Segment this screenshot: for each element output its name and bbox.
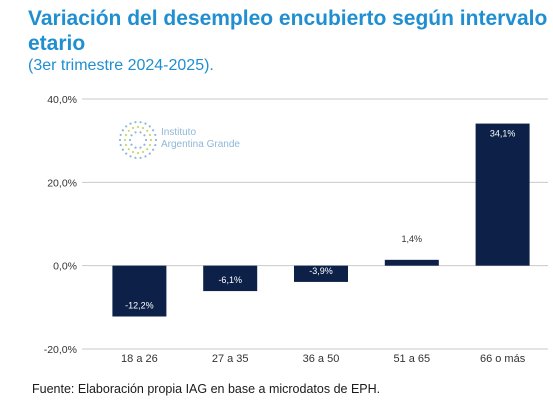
y-axis-tick-labels: -20,0% 0,0% 20,0% 40,0% (44, 94, 77, 356)
logo-dot (130, 143, 133, 146)
logo-dot (127, 148, 130, 151)
logo-dot (128, 138, 132, 142)
x-tick-label: 18 a 26 (121, 353, 158, 365)
logo-dot (124, 133, 128, 137)
logo-line-2: Argentina Grande (161, 139, 240, 150)
logo-dot (134, 121, 137, 124)
logo-dot (119, 143, 122, 147)
x-tick-label: 36 a 50 (303, 353, 340, 365)
logo-dot (121, 129, 124, 132)
logo-dot (148, 143, 152, 147)
logo-dot (148, 152, 151, 155)
bar (294, 265, 348, 282)
logo-dot (146, 148, 149, 151)
logo-dot (154, 143, 157, 147)
data-label: 1,4% (402, 234, 423, 244)
logo-dot (154, 138, 158, 142)
logo-dot (146, 129, 149, 132)
logo-dot (123, 138, 127, 142)
institute-logo-icon (118, 121, 158, 159)
bar-chart: -20,0% 0,0% 20,0% 40,0% -12,2% -6,1% -3,9% 1,4… (44, 94, 548, 365)
logo-dot (130, 134, 133, 137)
logo-dot (129, 155, 132, 158)
logo-dot (139, 146, 142, 149)
logo-dot (118, 138, 122, 142)
bar (475, 123, 530, 266)
logo-dot (125, 152, 128, 155)
data-label: -6,1% (218, 275, 242, 285)
x-axis-tick-labels: 18 a 26 27 a 35 36 a 50 51 a 65 66 o más (121, 353, 526, 365)
logo-dot (131, 126, 135, 130)
logo-dot (143, 134, 146, 137)
x-tick-label: 51 a 65 (393, 353, 430, 365)
logo-dot (134, 146, 137, 149)
source-note: Fuente: Elaboración propia IAG en base a… (32, 382, 381, 396)
logo-dot (139, 121, 142, 124)
logo-dot (134, 156, 137, 159)
logo-dot (139, 156, 142, 159)
chart-subtitle: (3er trimestre 2024-2025). (28, 57, 214, 74)
y-tick-label: 40,0% (47, 94, 77, 106)
logo-dot (152, 148, 155, 151)
logo-dot (144, 122, 147, 125)
logo-dot (129, 122, 132, 125)
logo-dot (124, 143, 128, 147)
x-tick-label: 66 o más (480, 353, 526, 365)
logo-dot (131, 150, 135, 154)
logo-dot (152, 129, 155, 132)
logo-dot (149, 138, 153, 142)
x-tick-label: 27 a 35 (212, 353, 249, 365)
logo-dot (119, 133, 122, 137)
bar (112, 265, 167, 317)
logo-dot (154, 133, 157, 137)
logo-dot (139, 131, 142, 134)
logo-dot (136, 151, 140, 155)
logo-dot (141, 126, 145, 130)
chart-title: Variación del desempleo encubierto según… (28, 7, 548, 55)
data-label: -12,2% (125, 301, 154, 311)
logo-dot (134, 131, 137, 134)
data-labels: -12,2% -6,1% -3,9% 1,4% 34,1% (125, 129, 515, 311)
logo-dot (141, 150, 145, 154)
y-tick-label: -20,0% (44, 344, 77, 356)
data-label: -3,9% (309, 266, 333, 276)
logo-dot (143, 143, 146, 146)
logo-dot (148, 133, 152, 137)
logo-dot (144, 155, 147, 158)
bars (112, 123, 530, 317)
data-label: 34,1% (490, 129, 516, 139)
bar (384, 259, 439, 266)
logo-dot (148, 125, 151, 128)
logo-dot (136, 125, 140, 129)
logo-dot (121, 148, 124, 151)
institute-logo-text: Instituto Argentina Grande (161, 127, 240, 151)
bar (203, 265, 258, 292)
y-tick-label: 20,0% (47, 177, 77, 189)
logo-dot (144, 138, 148, 142)
logo-dot (125, 125, 128, 128)
y-tick-label: 0,0% (53, 261, 77, 273)
logo-line-1: Instituto (161, 127, 197, 138)
logo-dot (127, 129, 130, 132)
